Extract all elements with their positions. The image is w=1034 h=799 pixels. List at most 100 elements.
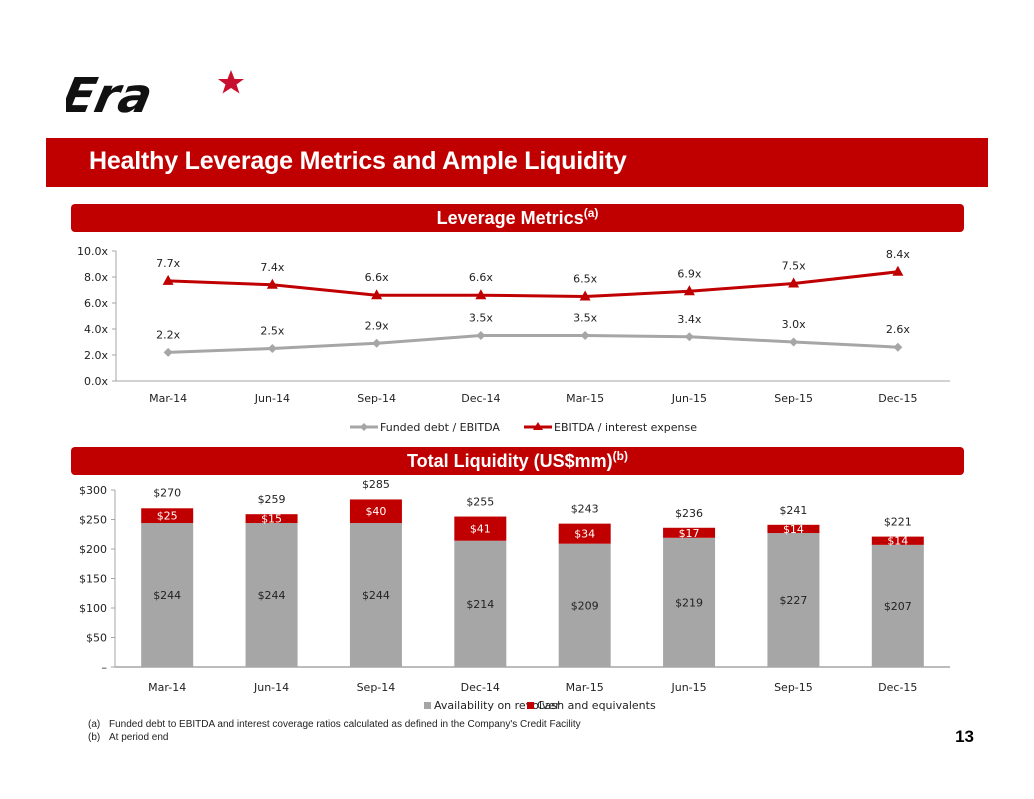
- liquidity-bar-chart: – $50 $100 $150 $200 $250 $300 $244 $25 $270 Mar-1…: [79, 478, 950, 712]
- bar-total-label: $221: [884, 516, 912, 529]
- data-label: 6.9x: [677, 267, 701, 280]
- logo-text: Era: [66, 68, 157, 123]
- bar-value-label: $209: [571, 599, 599, 612]
- data-point-triangle: [371, 289, 383, 300]
- bar-cash: [558, 523, 611, 544]
- x-tick-label: Mar-14: [148, 681, 186, 694]
- data-point-triangle: [892, 265, 904, 276]
- bar-value-label: $227: [779, 594, 807, 607]
- x-tick-label: Dec-15: [878, 681, 917, 694]
- bar-availability: [349, 523, 402, 667]
- legend-item-1: EBITDA / interest expense: [524, 421, 697, 434]
- bar-cash: [767, 524, 820, 534]
- bar-value-label: $41: [470, 523, 491, 536]
- section-label: Total Liquidity (US$mm): [407, 451, 613, 471]
- data-point-diamond: [684, 332, 694, 342]
- bar-availability: [245, 523, 298, 667]
- data-point-diamond: [893, 342, 903, 352]
- data-label: 2.2x: [156, 328, 180, 341]
- star-icon: [218, 70, 244, 94]
- y-tick-label: $50: [86, 632, 107, 645]
- bar-total-label: $236: [675, 507, 703, 520]
- footnotes: (a) Funded debt to EBITDA and interest co…: [88, 718, 581, 744]
- data-point-triangle: [266, 278, 278, 289]
- series-line-funded-debt: [168, 334, 898, 354]
- data-point-triangle: [788, 277, 800, 288]
- y-tick-label: $250: [79, 514, 107, 527]
- legend-label: Funded debt / EBITDA: [380, 421, 500, 434]
- data-label: 3.5x: [469, 312, 493, 325]
- data-label: 7.4x: [260, 261, 284, 274]
- bar-availability: [558, 543, 611, 667]
- title-banner: Healthy Leverage Metrics and Ample Liqui…: [46, 138, 988, 187]
- bar-value-label: $14: [783, 523, 804, 536]
- series-line-interest-coverage: [168, 270, 899, 299]
- data-label: 6.5x: [573, 273, 597, 286]
- x-tick-label: Jun-15: [670, 681, 706, 694]
- data-point-diamond: [267, 344, 277, 353]
- legend-label: Cash and equivalents: [537, 699, 656, 712]
- y-tick-label: –: [102, 661, 108, 674]
- x-tick-label: Mar-15: [566, 681, 604, 694]
- bar-value-label: $40: [365, 505, 386, 518]
- y-tick-label: 0.0x: [84, 375, 108, 388]
- leverage-line-chart: 0.0x 2.0x 4.0x 6.0x 8.0x 10.0x Mar-14 Jun-14 Sep…: [77, 245, 950, 434]
- data-label: 8.4x: [886, 248, 910, 261]
- bar-value-label: $207: [884, 600, 912, 613]
- y-tick-label: $100: [79, 602, 107, 615]
- data-label: 7.7x: [156, 257, 180, 270]
- y-tick-label: $150: [79, 573, 107, 586]
- page-number: 13: [955, 727, 974, 746]
- bar-value-label: $17: [679, 527, 700, 540]
- x-tick-label: Sep-14: [357, 681, 396, 694]
- legend-swatch: [527, 702, 534, 709]
- page-title: Healthy Leverage Metrics and Ample Liqui…: [89, 147, 627, 175]
- x-tick-label: Dec-14: [461, 392, 500, 405]
- bar-cash: [663, 527, 716, 538]
- legend-label: EBITDA / interest expense: [554, 421, 697, 434]
- y-tick-label: 6.0x: [84, 297, 108, 310]
- data-point-diamond: [476, 331, 486, 340]
- x-tick-label: Mar-14: [149, 392, 187, 405]
- bar-availability: [871, 544, 924, 667]
- section-header-leverage: Leverage Metrics(a): [71, 204, 964, 232]
- bar-availability: [454, 540, 507, 667]
- bar-value-label: $14: [887, 535, 908, 548]
- y-tick-label: $300: [79, 484, 107, 497]
- legend-marker-triangle: [533, 422, 543, 430]
- bar-total-label: $259: [258, 493, 286, 506]
- data-label: 6.6x: [365, 271, 389, 284]
- footnote: (b) At period end: [88, 731, 581, 744]
- data-label: 2.9x: [365, 319, 389, 332]
- data-label: 6.6x: [469, 271, 493, 284]
- data-label: 3.0x: [782, 318, 806, 331]
- x-tick-label: Jun-14: [253, 681, 289, 694]
- y-tick-label: 10.0x: [77, 245, 108, 258]
- data-point-triangle: [683, 285, 695, 296]
- section-header-liquidity: Total Liquidity (US$mm)(b): [71, 447, 964, 475]
- footnote-text: Funded debt to EBITDA and interest cover…: [109, 719, 581, 730]
- y-tick-label: 8.0x: [84, 271, 108, 284]
- footnote-text: At period end: [109, 732, 169, 743]
- data-label: 3.5x: [573, 312, 597, 325]
- bar-value-label: $244: [258, 589, 286, 602]
- section-note: (b): [612, 449, 628, 463]
- data-point-triangle: [579, 290, 591, 301]
- bar-value-label: $219: [675, 596, 703, 609]
- bar-value-label: $15: [261, 513, 282, 526]
- bar-total-label: $270: [153, 487, 181, 500]
- bar-cash: [245, 514, 298, 524]
- bar-value-label: $25: [157, 510, 178, 523]
- footnote-key: (b): [88, 732, 101, 743]
- data-point-triangle: [162, 274, 174, 285]
- x-tick-label: Mar-15: [566, 392, 604, 405]
- x-tick-label: Dec-15: [878, 392, 917, 405]
- bar-total-label: $255: [466, 496, 494, 509]
- y-tick-label: $200: [79, 543, 107, 556]
- x-tick-label: Jun-15: [671, 392, 707, 405]
- data-label: 3.4x: [677, 313, 701, 326]
- bar-total-label: $243: [571, 503, 599, 516]
- x-tick-label: Sep-14: [357, 392, 396, 405]
- bar-total-label: $285: [362, 478, 390, 491]
- x-tick-label: Jun-14: [254, 392, 290, 405]
